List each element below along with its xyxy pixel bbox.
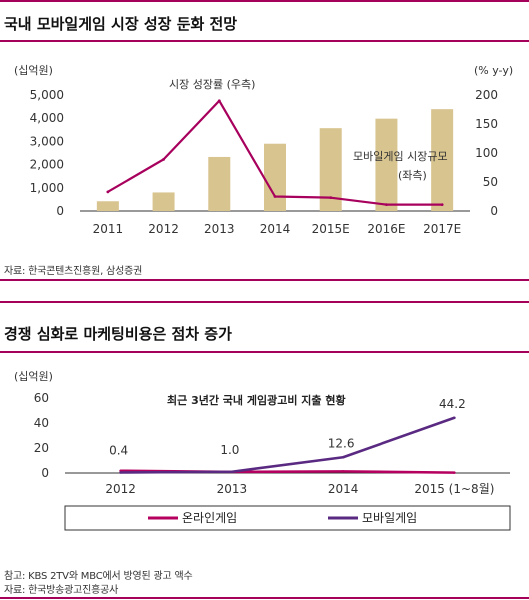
chart1-bar: [264, 143, 286, 211]
chart1-growth-point: [329, 196, 333, 200]
chart1-bar: [375, 118, 398, 211]
chart1-bottom-rule: [0, 279, 529, 281]
chart2-x-tick-label: 2012: [105, 482, 136, 496]
chart1-right-tick-label: 0: [490, 204, 498, 218]
top-rule: [0, 0, 529, 2]
chart2-top-rule: [0, 301, 529, 303]
chart1-right-tick-label: 100: [475, 146, 498, 160]
chart2-point: [341, 455, 345, 459]
chart2-note: 참고: KBS 2TV와 MBC에서 방영된 광고 액수: [4, 571, 193, 582]
chart2-data-label: 44.2: [439, 397, 466, 411]
chart1-title-rule: [0, 40, 529, 42]
chart2-point: [119, 471, 122, 474]
chart1-x-tick-label: 2015E: [312, 222, 350, 236]
chart1-bars: [96, 109, 454, 211]
chart2-series-line: [120, 416, 455, 474]
chart2-legend-label: 모바일게임: [362, 511, 417, 525]
chart2-point: [341, 470, 345, 473]
chart1-annotation-line: 시장 성장률 (우측): [169, 78, 255, 91]
chart1-bar: [96, 201, 119, 211]
chart1-left-tick-label: 3,000: [30, 134, 64, 148]
chart1-source: 자료: 한국콘텐츠진흥원, 삼성증권: [4, 266, 143, 277]
chart2-data-label: 12.6: [328, 436, 355, 450]
chart1-labels: 0 1,000 2,000 3,000 4,000 5,000 0 50 100 150 200 20…: [30, 88, 498, 236]
chart2-y-tick-label: 20: [34, 441, 49, 455]
chart2-y-tick-label: 0: [41, 466, 49, 480]
chart1-growth-point: [440, 203, 444, 207]
chart2-source: 자료: 한국방송광고진흥공사: [4, 585, 119, 596]
chart2-y-tick-label: 40: [34, 416, 49, 430]
chart2-x-tick-label: 2014: [328, 482, 359, 496]
chart1-line: [106, 99, 444, 207]
chart2-x-tick-label: 2013: [217, 482, 248, 496]
chart1-svg: 0 1,000 2,000 3,000 4,000 5,000 0 50 100 150 200 20…: [14, 64, 513, 236]
chart2-point: [453, 416, 456, 420]
chart1-annotation-bar-1: 모바일게임 시장규모: [353, 149, 448, 163]
chart1-annotation-bar-2: (좌측): [398, 169, 427, 182]
chart1-left-tick-label: 5,000: [30, 88, 64, 102]
chart1-bar: [431, 109, 454, 211]
chart1-x-tick-label: 2012: [148, 222, 179, 236]
chart2-bottom-rule: [0, 597, 529, 599]
chart1-x-tick-label: 2016E: [367, 222, 405, 236]
chart2-data-label: 1.0: [220, 443, 239, 457]
chart1-right-tick-label: 50: [483, 175, 498, 189]
chart1-growth-point: [385, 203, 388, 207]
chart2-svg: 0 20 40 60 2012 2013 2014 2015 (1~8월) 0.4 1.0 12.6…: [14, 370, 511, 531]
chart2-legend-box: [64, 505, 511, 531]
chart2-data-label: 0.4: [109, 444, 128, 458]
chart2-unit: (십억원): [14, 370, 53, 383]
chart2-labels: 0 20 40 60 2012 2013 2014 2015 (1~8월) 0.4 1.0 12.6…: [34, 391, 495, 496]
chart1-growth-point: [217, 99, 221, 103]
chart1-x-tick-label: 2013: [204, 222, 235, 236]
chart1-growth-point: [273, 195, 277, 198]
chart2-y-tick-label: 60: [34, 391, 49, 405]
chart1-growth-point: [106, 190, 110, 194]
chart2-x-tick-label: 2015 (1~8월): [414, 482, 494, 496]
chart1-title: 국내 모바일게임 시장 성장 둔화 전망: [4, 15, 238, 33]
chart1-left-tick-label: 2,000: [30, 158, 64, 172]
chart2-inner-title: 최근 3년간 국내 게임광고비 지출 현황: [167, 393, 346, 407]
chart1-right-tick-label: 200: [475, 88, 498, 102]
chart2-point: [453, 471, 456, 474]
chart1-bar: [208, 156, 231, 211]
chart1-x-tick-label: 2014: [260, 222, 291, 236]
chart2-title-rule: [0, 351, 529, 353]
chart1-left-tick-label: 1,000: [30, 181, 64, 195]
chart1-x-tick-label: 2017E: [423, 222, 461, 236]
chart1-left-tick-label: 4,000: [30, 111, 64, 125]
chart2-legend-label: 온라인게임: [182, 511, 237, 525]
chart1-left-tick-label: 0: [56, 204, 64, 218]
chart1-growth-point: [162, 157, 165, 161]
chart1-left-unit: (십억원): [14, 64, 53, 77]
chart2-point: [230, 470, 234, 474]
chart2-legend: 온라인게임 모바일게임: [64, 505, 511, 531]
chart1-right-unit: (% y-y): [474, 64, 513, 77]
chart2-lines: [119, 416, 456, 474]
chart1-bar: [152, 192, 175, 211]
chart1-bar: [319, 128, 342, 211]
chart1-x-tick-label: 2011: [93, 222, 124, 236]
chart2-title: 경쟁 심화로 마케팅비용은 점차 증가: [4, 325, 232, 343]
chart1-right-tick-label: 150: [475, 117, 498, 131]
